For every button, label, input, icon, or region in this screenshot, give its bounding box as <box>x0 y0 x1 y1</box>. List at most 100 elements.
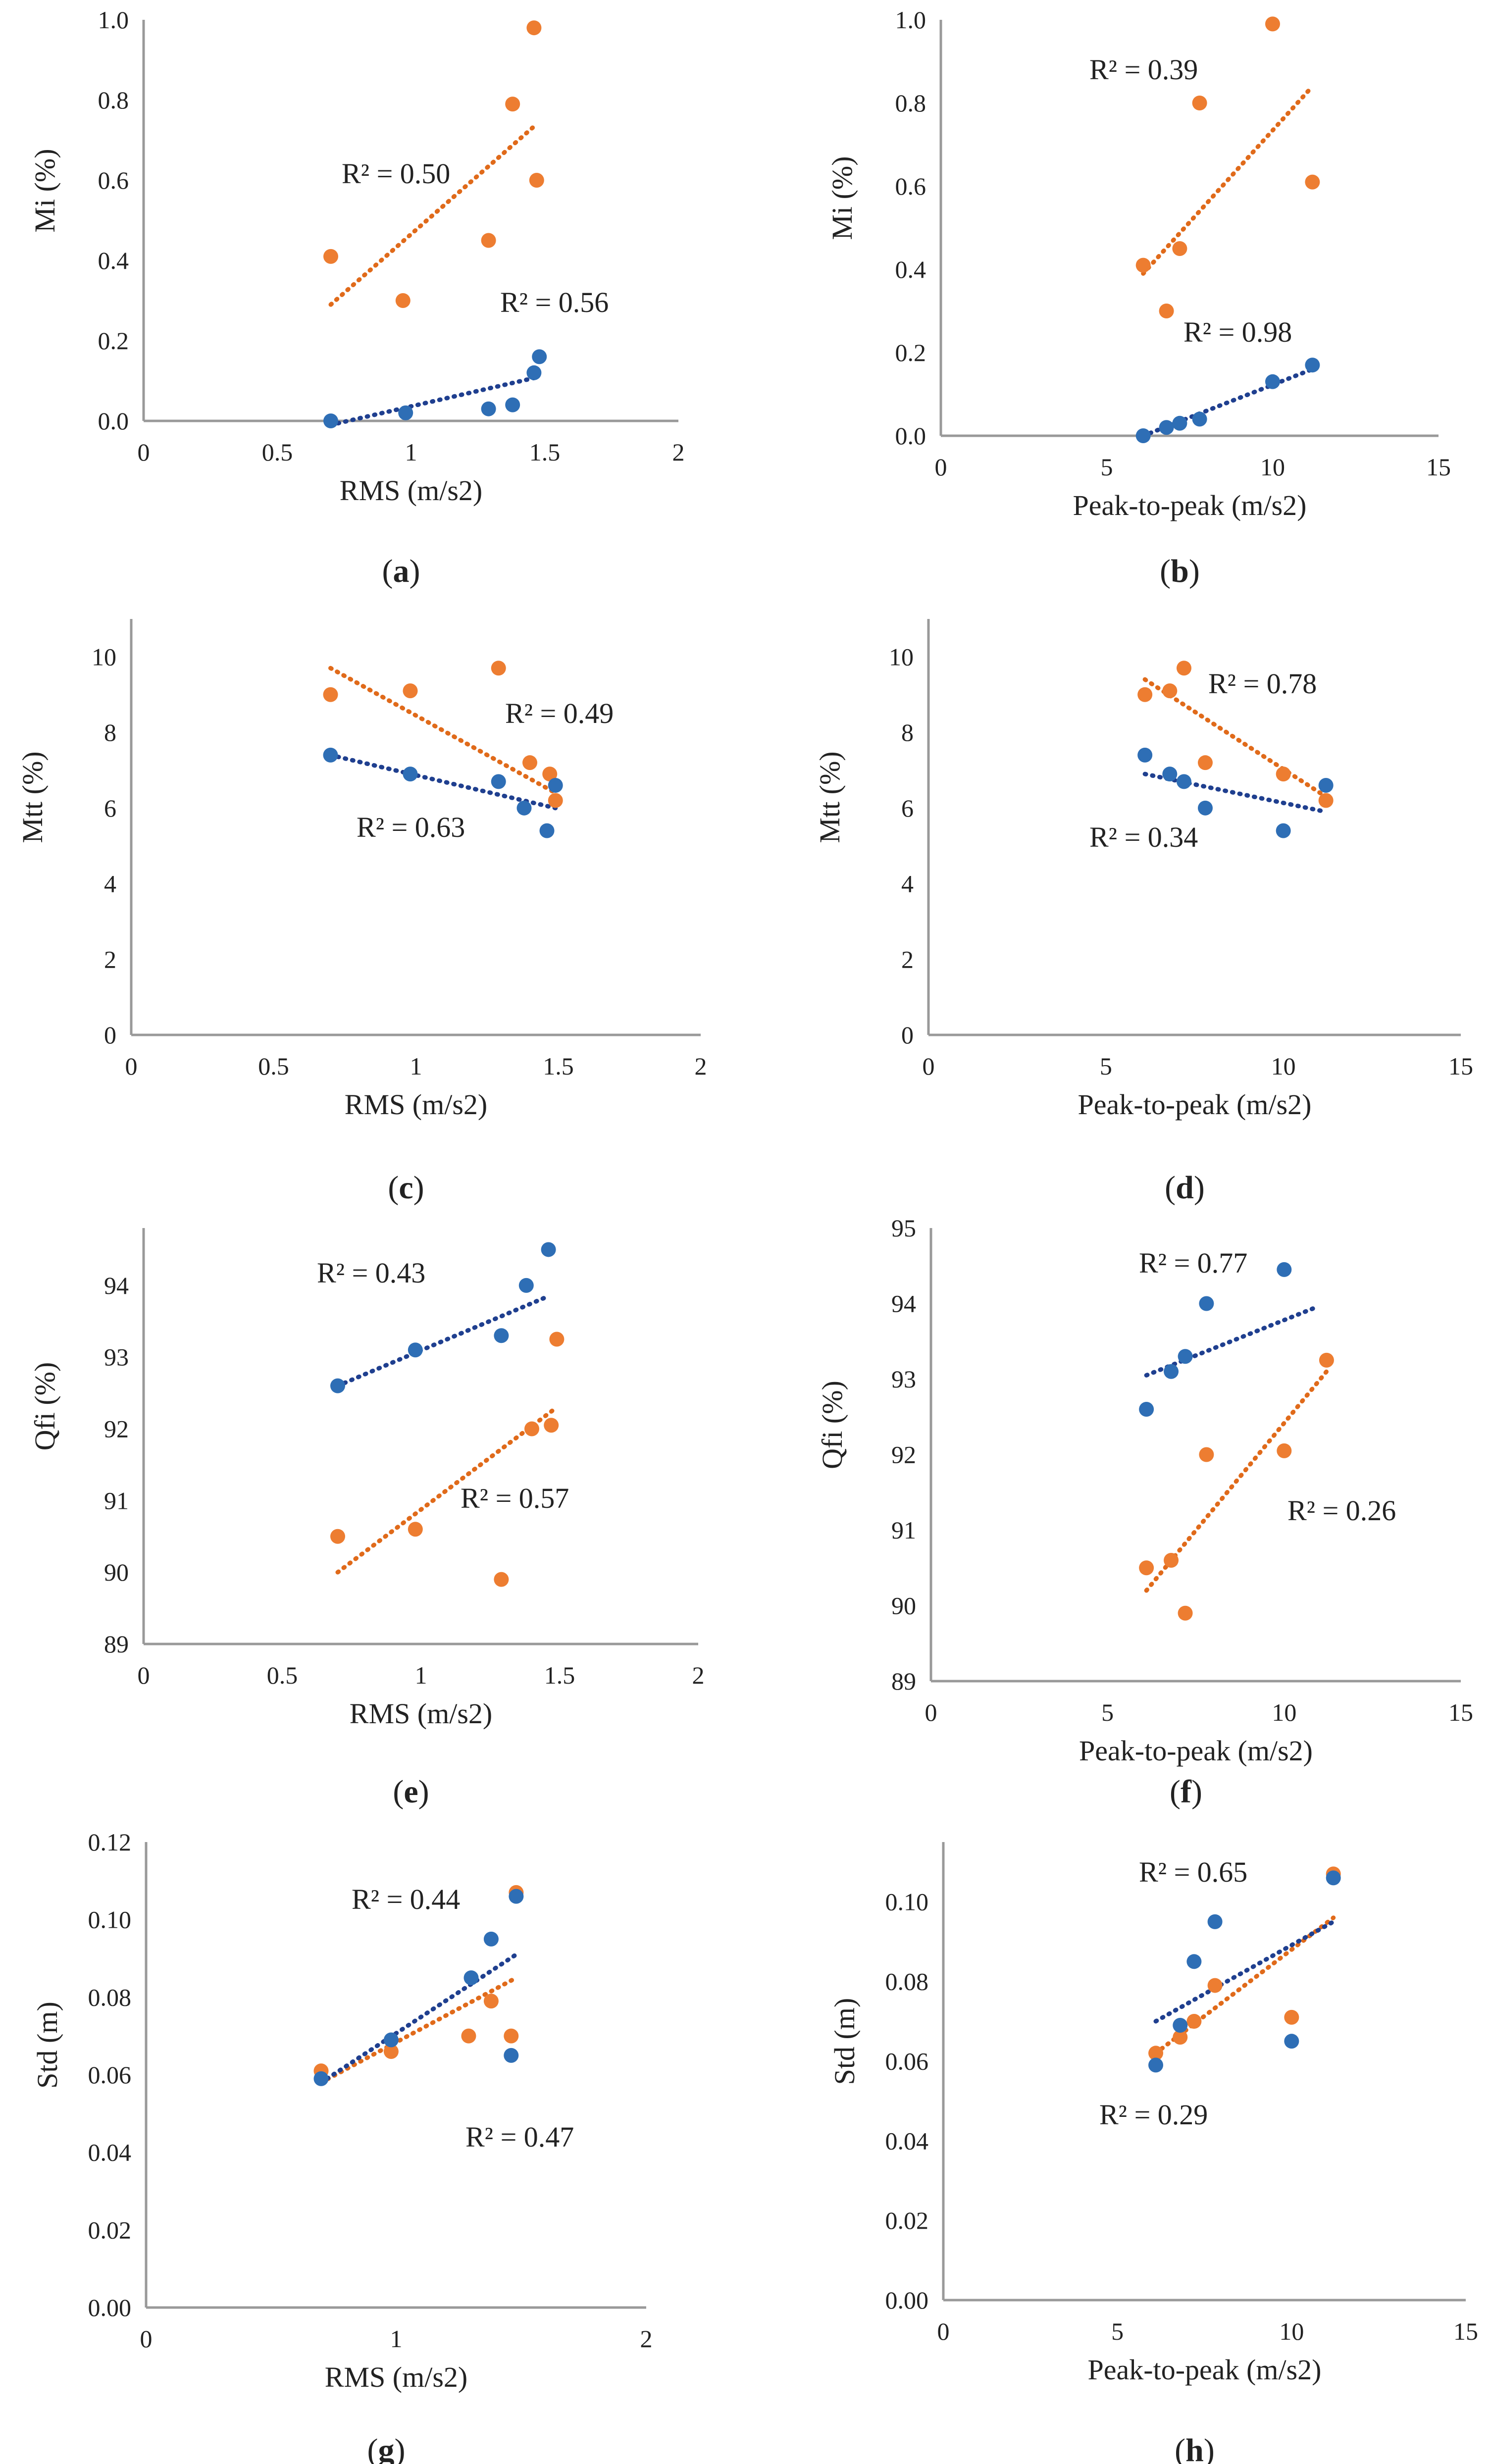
data-point-orange <box>549 1332 565 1347</box>
data-point-orange <box>1135 257 1151 273</box>
y-tick-label: 2 <box>901 945 914 973</box>
r2-label-blue: R² = 0.63 <box>357 811 465 843</box>
y-tick-label: 0.6 <box>895 172 926 200</box>
data-point-orange <box>461 2028 476 2044</box>
panel-label: (e) <box>393 1774 429 1810</box>
data-point-orange <box>323 249 338 264</box>
x-tick-label: 0 <box>923 1052 935 1080</box>
y-tick-label: 8 <box>104 719 116 746</box>
y-tick-label: 0.00 <box>885 2286 929 2314</box>
x-tick-label: 0.5 <box>267 1661 298 1689</box>
r2-label-orange: R² = 0.39 <box>1089 53 1198 86</box>
trendline-blue <box>328 753 558 811</box>
r2-label-blue: R² = 0.56 <box>500 286 609 318</box>
data-point-blue <box>1326 1870 1341 1886</box>
y-tick-label: 6 <box>901 794 914 822</box>
y-tick-label: 0.2 <box>98 327 129 355</box>
data-point-blue <box>313 2071 329 2086</box>
y-tick-label: 90 <box>891 1592 916 1620</box>
x-tick-label: 2 <box>695 1052 707 1080</box>
trendline-blue <box>335 1294 551 1388</box>
data-point-blue <box>1265 374 1280 389</box>
data-point-orange <box>494 1572 509 1587</box>
y-tick-label: 4 <box>901 870 914 898</box>
data-point-orange <box>491 661 506 676</box>
data-point-orange <box>505 97 520 112</box>
data-point-blue <box>1318 778 1334 793</box>
x-tick-label: 5 <box>1111 2317 1124 2345</box>
data-point-blue <box>323 747 338 763</box>
x-tick-label: 10 <box>1272 1698 1296 1726</box>
trendline-orange <box>1142 677 1329 799</box>
x-tick-label: 1 <box>390 2325 403 2353</box>
trendline-orange <box>1144 1369 1329 1593</box>
data-point-blue <box>1276 823 1291 838</box>
data-point-orange <box>395 293 411 308</box>
x-tick-label: 2 <box>672 438 685 466</box>
data-point-blue <box>408 1342 423 1358</box>
x-tick-label: 0 <box>937 2317 950 2345</box>
x-tick-label: 1.5 <box>544 1661 575 1689</box>
x-tick-label: 10 <box>1279 2317 1304 2345</box>
data-point-orange <box>1319 1352 1334 1368</box>
x-tick-label: 1.5 <box>529 438 561 466</box>
data-point-blue <box>1137 747 1153 763</box>
data-point-blue <box>1305 358 1320 373</box>
data-point-orange <box>1162 683 1178 699</box>
y-axis-title: Mi (%) <box>826 156 858 240</box>
data-point-orange <box>544 1418 559 1433</box>
x-axis-title: Peak-to-peak (m/s2) <box>1088 2354 1322 2386</box>
data-point-orange <box>1173 2030 1188 2045</box>
panel-label: (c) <box>388 1170 424 1206</box>
r2-label-orange: R² = 0.44 <box>352 1883 460 1915</box>
data-point-blue <box>1277 1262 1292 1277</box>
data-point-blue <box>1186 1954 1202 1969</box>
data-point-blue <box>398 405 413 420</box>
data-point-orange <box>1284 2009 1299 2025</box>
trendline-orange <box>328 122 539 307</box>
r2-label-orange: R² = 0.50 <box>342 157 450 190</box>
data-point-orange <box>330 1529 345 1544</box>
data-point-blue <box>383 2032 399 2048</box>
y-tick-label: 91 <box>104 1487 129 1514</box>
data-point-blue <box>509 1889 524 1904</box>
data-point-orange <box>1137 687 1153 702</box>
x-tick-label: 1 <box>415 1661 427 1689</box>
y-tick-label: 6 <box>104 794 116 822</box>
panel-f: 0 5 10 15 89 90 91 92 93 94 95 Peak-to-peak (m/s2) Q… <box>816 1214 1473 1810</box>
panel-label: (a) <box>382 553 420 589</box>
data-point-blue <box>323 413 338 428</box>
y-tick-label: 0.08 <box>885 1968 929 1996</box>
data-point-orange <box>1276 767 1291 782</box>
data-point-orange <box>481 233 496 248</box>
data-point-blue <box>1139 1402 1154 1417</box>
data-point-orange <box>522 755 537 770</box>
y-tick-label: 4 <box>104 870 116 898</box>
y-tick-label: 0.02 <box>885 2207 929 2234</box>
trendline-orange <box>1153 1915 1336 2055</box>
panel-label: (f) <box>1170 1774 1202 1810</box>
r2-label-orange: R² = 0.43 <box>317 1257 425 1289</box>
r2-label-blue: R² = 0.34 <box>1089 821 1198 853</box>
y-tick-label: 0.08 <box>88 1983 132 2011</box>
data-point-blue <box>1162 767 1178 782</box>
y-tick-label: 93 <box>891 1365 916 1393</box>
x-tick-label: 10 <box>1260 453 1285 481</box>
r2-label-orange: R² = 0.49 <box>505 697 614 729</box>
data-point-blue <box>1177 774 1191 789</box>
x-axis-title: Peak-to-peak (m/s2) <box>1079 1735 1313 1767</box>
data-point-orange <box>1265 16 1280 32</box>
data-point-blue <box>1148 2057 1164 2073</box>
data-point-blue <box>463 1970 479 1986</box>
trendline-blue <box>1144 1305 1319 1378</box>
y-tick-label: 0.0 <box>895 422 926 450</box>
y-tick-label: 94 <box>104 1272 129 1299</box>
data-point-orange <box>1159 304 1174 318</box>
x-tick-label: 1 <box>405 438 417 466</box>
trendline-orange <box>319 1975 518 2085</box>
x-tick-label: 5 <box>1101 1698 1114 1726</box>
data-point-orange <box>1192 96 1207 110</box>
y-tick-label: 0.06 <box>88 2061 132 2089</box>
data-point-blue <box>1284 2034 1299 2049</box>
panel-c: 0 0.5 1 1.5 2 0 2 4 6 8 10 RMS (m/s2) Mtt (%) R² = 0.… <box>16 619 707 1206</box>
